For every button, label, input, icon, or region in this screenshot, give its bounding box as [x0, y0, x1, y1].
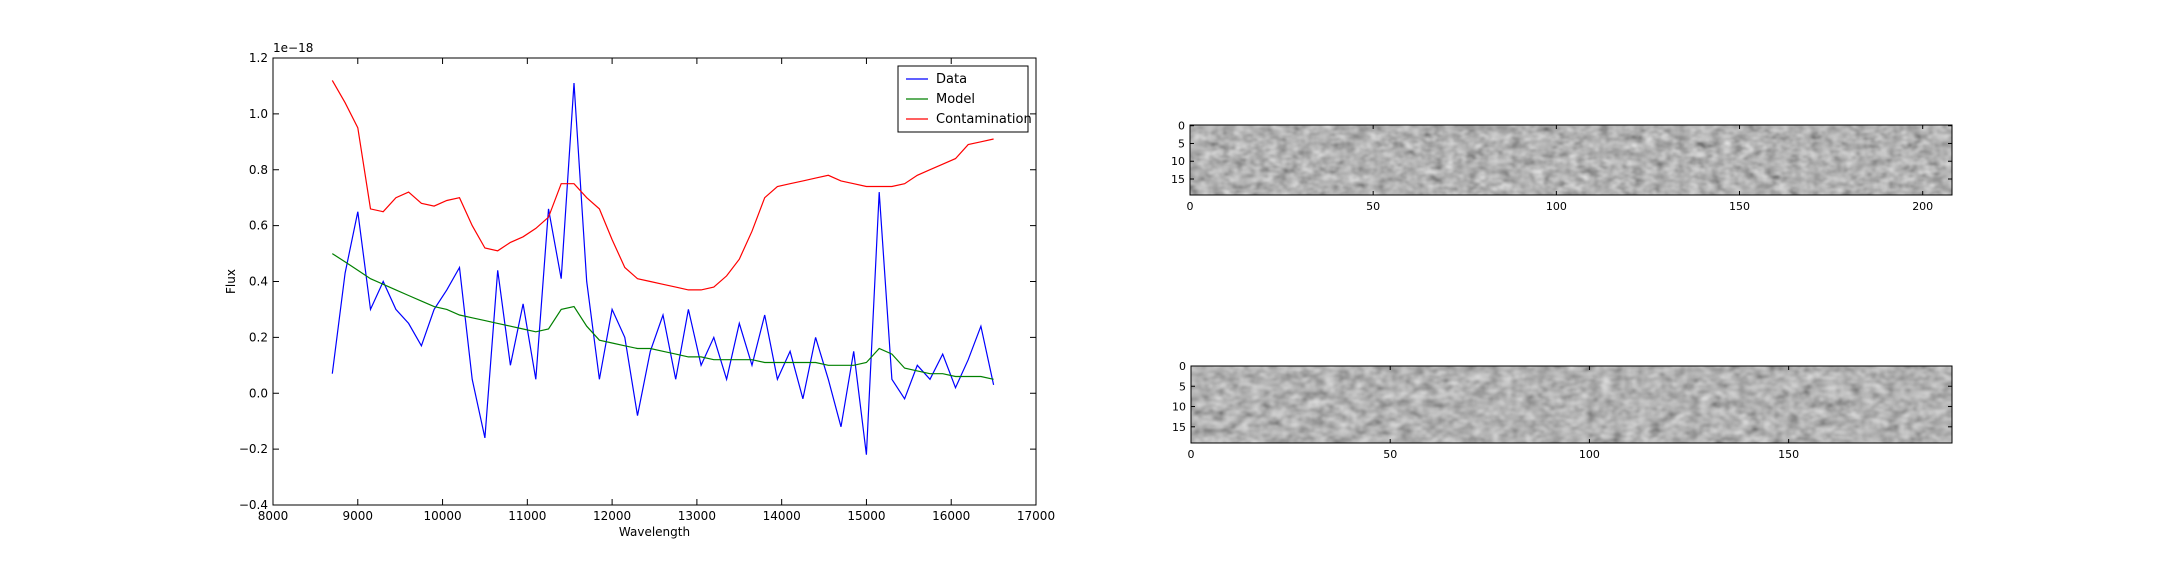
y-tick-label: −0.4 [239, 498, 268, 512]
image [1191, 366, 1952, 443]
x-tick-label: 10000 [423, 509, 461, 523]
y-tick-label: 0.6 [249, 219, 268, 233]
x-tick-label: 50 [1366, 200, 1380, 213]
legend-label: Model [936, 92, 975, 107]
legend-label: Data [936, 72, 967, 87]
image [1190, 125, 1952, 195]
x-tick-label: 12000 [593, 509, 631, 523]
y-tick-label: 0 [1178, 120, 1185, 133]
y-tick-label: 10 [1172, 401, 1186, 414]
y-tick-label: 5 [1178, 137, 1185, 150]
x-tick-label: 9000 [343, 509, 374, 523]
x-tick-label: 100 [1579, 448, 1600, 461]
y-tick-label: 0 [1179, 360, 1186, 373]
y-tick-label: 5 [1179, 380, 1186, 393]
series-line [331, 253, 994, 380]
y-tick-label: 1.0 [249, 107, 268, 121]
x-axis-label: Wavelength [619, 525, 690, 539]
legend-label: Contamination [936, 112, 1032, 127]
x-tick-label: 14000 [763, 509, 801, 523]
y-tick-label: 15 [1171, 173, 1185, 186]
y-tick-label: −0.2 [239, 442, 268, 456]
y-tick-label: 0.8 [249, 163, 268, 177]
x-tick-label: 15000 [847, 509, 885, 523]
x-tick-label: 150 [1729, 200, 1750, 213]
y-tick-label: 15 [1172, 421, 1186, 434]
y-tick-label: 0.4 [249, 275, 268, 289]
x-tick-label: 17000 [1017, 509, 1055, 523]
x-tick-label: 16000 [932, 509, 970, 523]
axes-frame [1190, 365, 1953, 444]
offset-label: 1e−18 [273, 41, 313, 55]
x-tick-label: 11000 [508, 509, 546, 523]
y-tick-label: 0.2 [249, 330, 268, 344]
x-tick-label: 50 [1383, 448, 1397, 461]
y-tick-label: 10 [1171, 155, 1185, 168]
axes-frame [272, 57, 1037, 506]
series-line [331, 80, 994, 291]
y-axis-label: Flux [224, 269, 238, 294]
plot-area [331, 80, 995, 455]
x-tick-label: 13000 [678, 509, 716, 523]
y-tick-label: 1.2 [249, 51, 268, 65]
x-tick-label: 100 [1546, 200, 1567, 213]
y-tick-label: 0.0 [249, 386, 268, 400]
series-line [331, 83, 995, 455]
axes-frame [1189, 124, 1953, 196]
x-tick-label: 8000 [258, 509, 289, 523]
x-tick-label: 0 [1188, 448, 1195, 461]
x-tick-label: 200 [1912, 200, 1933, 213]
x-tick-label: 0 [1187, 200, 1194, 213]
x-tick-label: 150 [1778, 448, 1799, 461]
